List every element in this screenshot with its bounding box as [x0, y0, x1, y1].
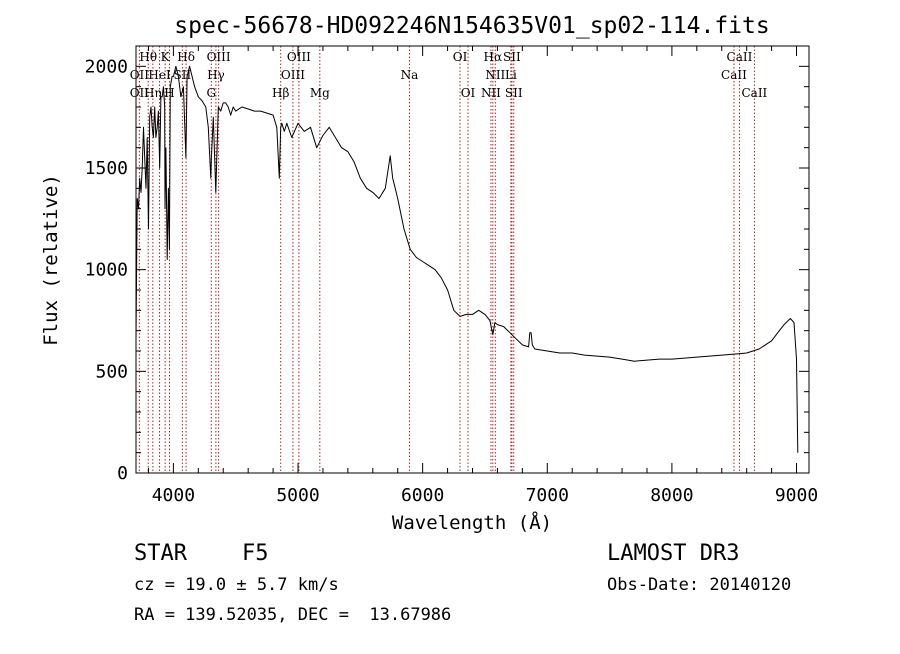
redshift-cz: cz = 19.0 ± 5.7 km/s — [134, 575, 339, 595]
line-label-19: H — [164, 86, 174, 100]
y-axis-label: Flux (relative) — [40, 174, 62, 346]
line-label-21: Hβ — [272, 86, 289, 100]
line-label-1: K — [161, 50, 171, 64]
line-label-5: OI — [453, 50, 468, 64]
line-label-13: OIII — [281, 68, 305, 82]
y-tick-label-1500: 1500 — [85, 158, 128, 179]
y-tick-label-1000: 1000 — [85, 260, 128, 281]
line-label-3: OIII — [207, 50, 231, 64]
y-tick-label-2000: 2000 — [85, 56, 128, 77]
line-label-7: SII — [503, 50, 521, 64]
y-tick-label-0: 0 — [117, 463, 128, 484]
y-axis: 0 500 1000 1500 2000 — [85, 45, 809, 484]
line-label-26: SII — [505, 86, 523, 100]
x-tick-label-5000: 5000 — [276, 485, 319, 506]
line-label-17: OII — [130, 86, 150, 100]
chart-title: spec-56678-HD092246N154635V01_sp02-114.f… — [174, 13, 769, 39]
obs-date: Obs-Date: 20140120 — [607, 575, 791, 595]
line-label-25: NII — [481, 86, 501, 100]
line-label-6: Hα — [484, 50, 503, 64]
x-axis-label: Wavelength (Å) — [392, 511, 552, 534]
spectral-lines-layer — [138, 46, 755, 473]
line-label-16: CaII — [721, 68, 747, 82]
line-label-11: SII — [174, 68, 192, 82]
x-tick-label-9000: 9000 — [775, 485, 818, 506]
line-label-2: Hδ — [177, 50, 195, 64]
line-label-23: Na — [401, 68, 419, 82]
line-label-8: CaII — [727, 50, 753, 64]
line-label-22: Mg — [310, 86, 330, 100]
line-label-0: Hθ — [139, 50, 157, 64]
x-tick-label-6000: 6000 — [401, 485, 444, 506]
line-label-9: OII — [130, 68, 150, 82]
series-line-spectrum — [135, 65, 799, 453]
line-label-24: OI — [461, 86, 476, 100]
line-label-27: CaII — [741, 86, 767, 100]
x-tick-label-7000: 7000 — [526, 485, 569, 506]
object-subclass: F5 — [242, 541, 269, 566]
object-class: STAR — [134, 541, 188, 566]
line-label-18: Hη — [144, 86, 162, 100]
survey-name: LAMOST DR3 — [607, 541, 739, 566]
line-label-10: HeI — [148, 68, 171, 82]
line-label-15: Li — [505, 68, 517, 82]
line-label-4: OIII — [287, 50, 311, 64]
x-tick-label-4000: 4000 — [152, 485, 195, 506]
x-tick-label-8000: 8000 — [650, 485, 693, 506]
line-label-12: Hγ — [207, 68, 225, 82]
line-label-20: G — [206, 86, 216, 100]
coordinates: RA = 139.52035, DEC = 13.67986 — [134, 605, 451, 625]
line-label-14: NII — [485, 68, 505, 82]
x-axis: 4000 5000 6000 7000 8000 9000 — [147, 46, 818, 506]
series-layer — [135, 65, 799, 453]
y-tick-label-500: 500 — [95, 361, 128, 382]
